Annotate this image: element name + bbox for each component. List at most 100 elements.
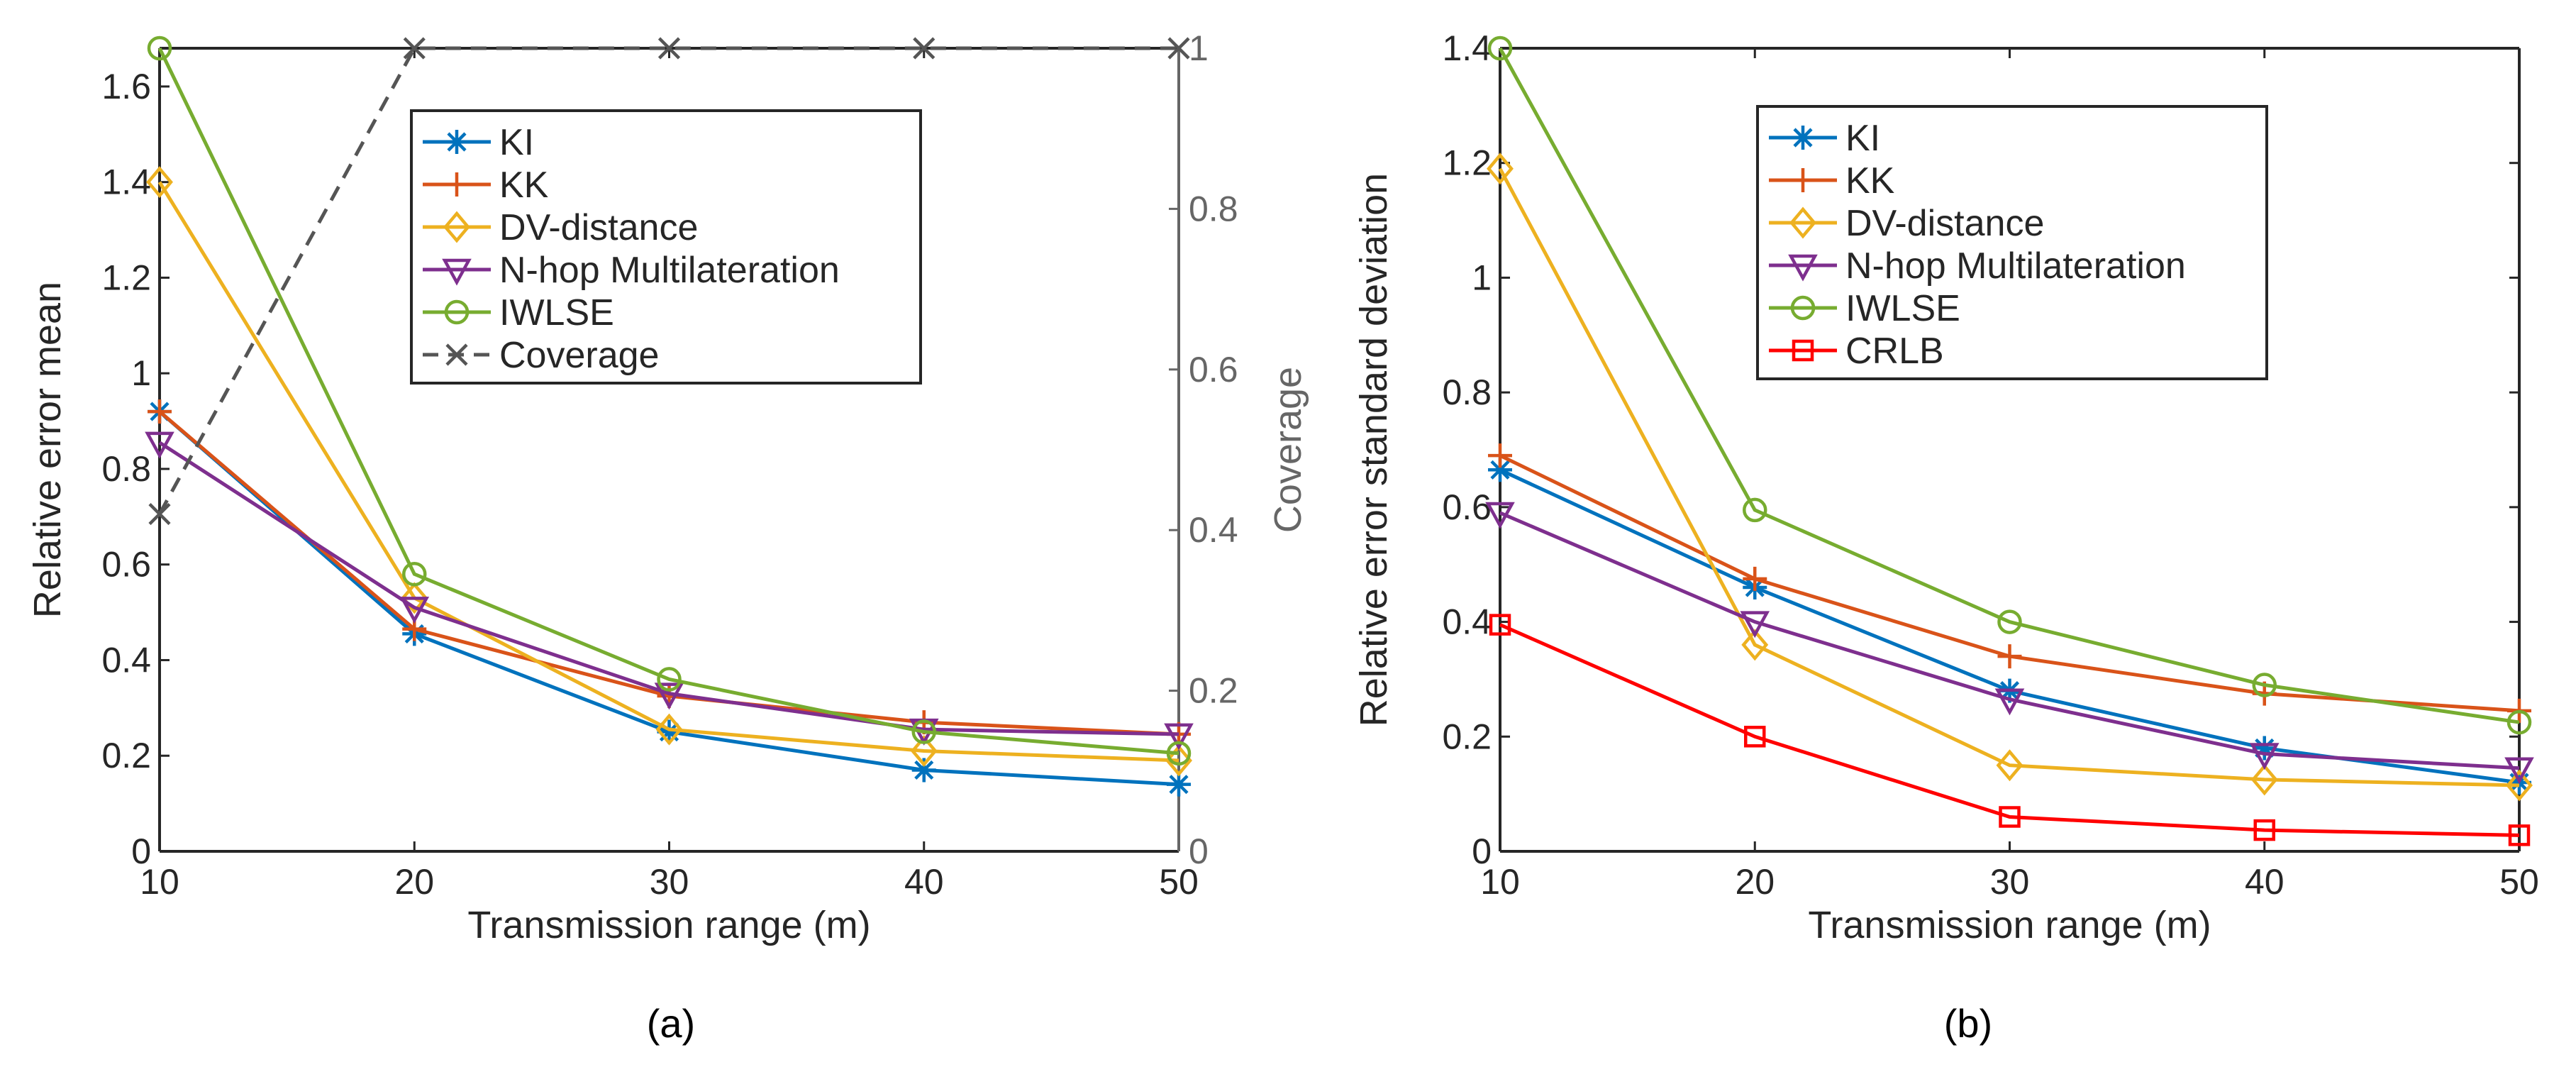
legend-marker-iwlse: [1790, 295, 1816, 321]
legend-marker-ki: [445, 130, 469, 154]
y-tick-label: 1.6: [101, 67, 151, 106]
data-point-n-hop-multilateration: [2504, 757, 2534, 785]
data-point-n-hop-multilateration: [1485, 502, 1515, 529]
data-point-iwlse: [1743, 497, 1767, 523]
data-point-dv-distance: [2250, 763, 2278, 796]
data-point-ki: [911, 758, 936, 783]
data-point-n-hop-multilateration: [399, 597, 430, 624]
legend-marker-coverage: [445, 343, 468, 366]
series-line-n-hop-multilateration: [1499, 511, 2520, 770]
data-point-crlb: [2253, 819, 2275, 841]
series-line-coverage: [157, 46, 1179, 515]
data-point-crlb: [1489, 614, 1511, 636]
x-tick-label: 50: [1159, 862, 1199, 902]
series-line-crlb: [1499, 623, 2520, 837]
series-iwlse: [147, 35, 1192, 766]
y2-tick-label: 0.2: [1189, 671, 1238, 711]
legend-label-kk: KK: [1845, 160, 1895, 201]
legend-box: [410, 109, 922, 385]
data-point-iwlse: [1166, 741, 1192, 766]
y2-tick-label: 1: [1189, 28, 1209, 68]
data-point-coverage: [657, 37, 681, 60]
legend-label-ki: KI: [499, 122, 534, 163]
series-coverage: [148, 37, 1190, 526]
y2-tick-label: 0.6: [1189, 350, 1238, 389]
data-point-kk: [1488, 443, 1512, 468]
series-n-hop-multilateration: [1485, 502, 2534, 785]
y2-tick-label: 0.4: [1189, 510, 1238, 550]
legend-box: [1756, 105, 2268, 380]
y-axis-label: Relative error standard deviation: [1353, 173, 1395, 726]
data-point-ki: [2252, 736, 2277, 761]
data-point-kk: [1743, 566, 1767, 591]
data-point-dv-distance: [1487, 153, 1514, 185]
x-tick-label: 20: [394, 862, 434, 902]
series-dv-distance: [1487, 153, 2533, 802]
data-point-crlb: [2508, 824, 2531, 846]
y-tick-label: 1.4: [1442, 28, 1492, 68]
data-point-ki: [1488, 458, 1512, 482]
legend-marker-dv-distance: [443, 211, 470, 243]
legend-marker-iwlse: [444, 299, 470, 325]
caption-a: (a): [647, 1001, 695, 1046]
series-kk: [148, 399, 1191, 746]
x-tick-label: 10: [140, 862, 179, 902]
y2-axis-label: Coverage: [1267, 367, 1309, 533]
y-tick-label: 0: [1472, 831, 1492, 871]
series-line-dv-distance: [1498, 167, 2520, 787]
legend-label-crlb: CRLB: [1845, 331, 1944, 372]
chart-panel-a: 10 20 30 40 5000.20.40.60.811.21.41.600.20.4…: [26, 28, 1309, 946]
y-tick-label: 1.2: [1442, 143, 1492, 183]
data-point-coverage: [403, 37, 426, 60]
data-point-coverage: [913, 37, 936, 60]
data-point-dv-distance: [910, 735, 938, 767]
data-point-iwlse: [147, 35, 172, 61]
y-tick-label: 1.4: [101, 162, 151, 202]
series-iwlse: [1487, 35, 2532, 735]
data-point-coverage: [1167, 37, 1190, 60]
caption-b: (b): [1944, 1001, 1992, 1046]
legend-marker-ki: [1791, 126, 1815, 150]
y-tick-label: 0.8: [1442, 372, 1492, 412]
legend-label-kk: KK: [499, 165, 549, 206]
data-point-dv-distance: [1996, 749, 2023, 782]
y2-tick-label: 0: [1189, 831, 1209, 871]
series-line-n-hop-multilateration: [158, 441, 1179, 736]
legend-label-iwlse: IWLSE: [499, 292, 614, 333]
y-tick-label: 1: [131, 353, 151, 393]
series-line-iwlse: [157, 47, 1179, 756]
legend-marker-kk: [445, 172, 469, 197]
y-tick-label: 0.4: [1442, 602, 1492, 642]
data-point-crlb: [1999, 806, 2021, 828]
data-point-iwlse: [911, 719, 936, 744]
y-tick-label: 0.2: [101, 736, 151, 775]
data-point-n-hop-multilateration: [1740, 611, 1770, 638]
legend-label-dv-distance: DV-distance: [1845, 203, 2044, 244]
y-tick-label: 0.8: [101, 449, 151, 489]
x-tick-label: 40: [2245, 862, 2284, 902]
legend-label-n-hop-multilateration: N-hop Multilateration: [1845, 245, 2186, 287]
y-tick-label: 0.2: [1442, 717, 1492, 756]
x-tick-label: 10: [1480, 862, 1520, 902]
y-tick-label: 0.6: [1442, 487, 1492, 527]
data-point-ki: [1167, 772, 1191, 797]
legend-label-iwlse: IWLSE: [1845, 288, 1960, 329]
data-point-dv-distance: [655, 713, 683, 746]
x-axis-label: Transmission range (m): [467, 904, 870, 946]
legend-label-ki: KI: [1845, 118, 1880, 159]
data-point-ki: [657, 719, 682, 744]
x-tick-label: 30: [1990, 862, 2030, 902]
x-tick-label: 40: [904, 862, 944, 902]
data-point-iwlse: [657, 667, 682, 692]
series-n-hop-multilateration: [145, 431, 1194, 751]
series-line-dv-distance: [157, 181, 1179, 763]
legend-marker-n-hop-multilateration: [1788, 254, 1818, 282]
y-tick-label: 0.6: [101, 545, 151, 585]
legend-label-coverage: Coverage: [499, 335, 659, 376]
data-point-n-hop-multilateration: [654, 682, 684, 710]
y-axis-label: Relative error mean: [26, 282, 69, 618]
legend-marker-dv-distance: [1789, 206, 1816, 239]
